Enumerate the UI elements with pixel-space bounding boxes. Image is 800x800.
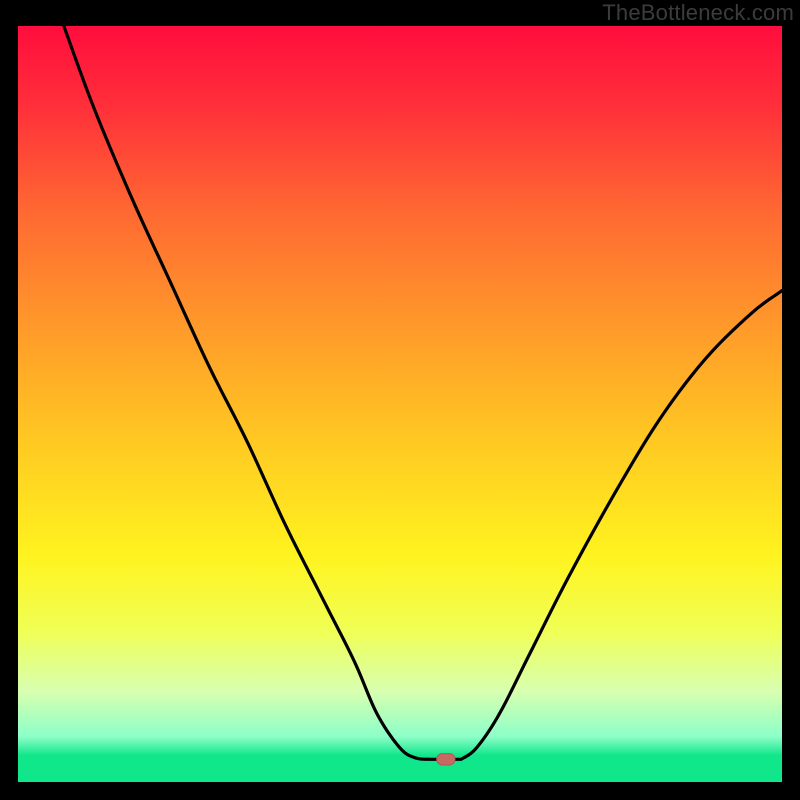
optimal-point-marker — [437, 754, 455, 765]
bottleneck-chart — [0, 0, 800, 800]
gradient-background — [18, 26, 782, 782]
watermark-text: TheBottleneck.com — [602, 0, 794, 26]
